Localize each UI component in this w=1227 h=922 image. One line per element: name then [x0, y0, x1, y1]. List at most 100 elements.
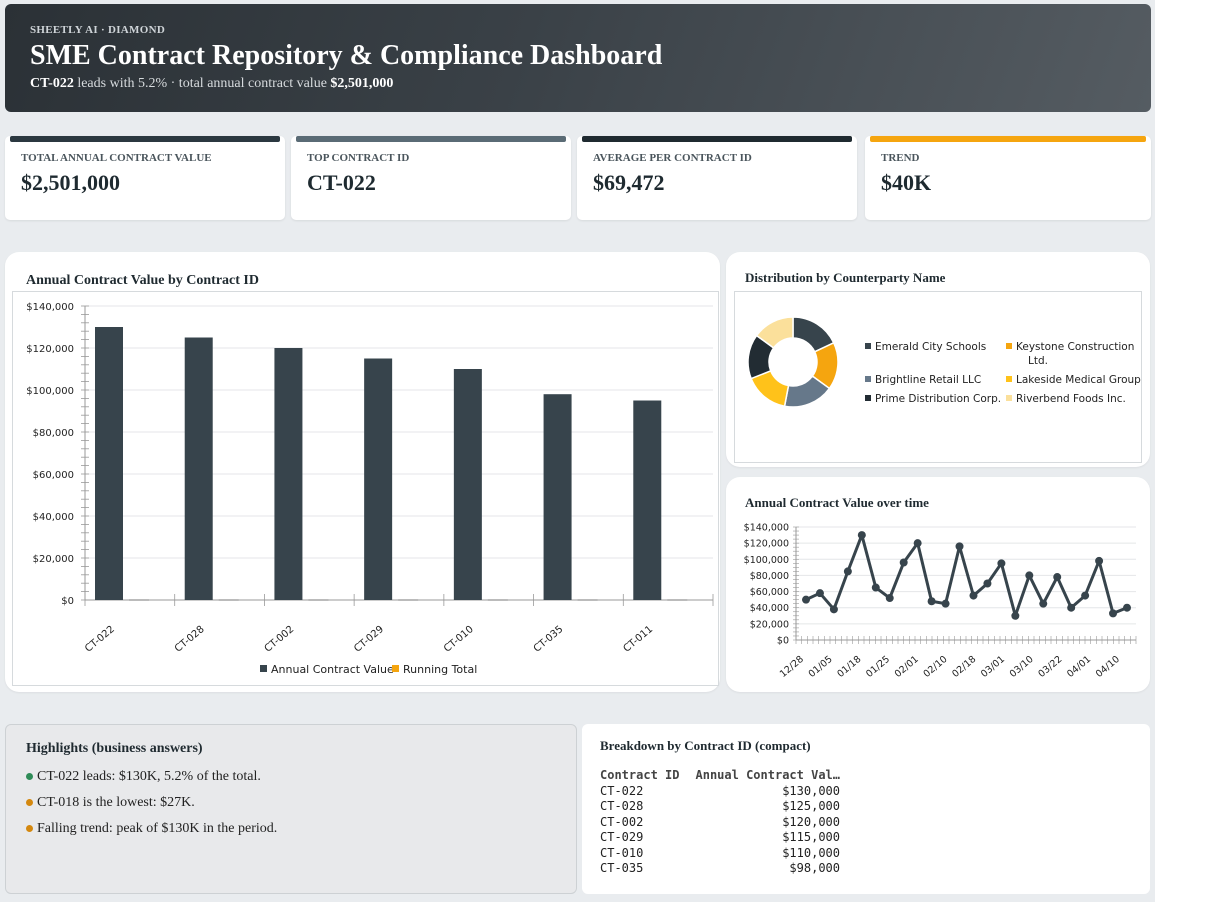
legend-label: Riverbend Foods Inc.: [1016, 393, 1126, 405]
kpi-label: TOP CONTRACT ID: [307, 152, 410, 164]
y-tick-label: $20,000: [33, 554, 74, 565]
highlight-text: CT-022 leads: $130K, 5.2% of the total.: [37, 769, 261, 784]
bullet-dot-icon: [26, 799, 33, 807]
table-cell: CT-029: [600, 830, 644, 844]
bar-chart-svg: $0 $20,000 $40,000 $60,000 $80,000 $100,000 $1…: [26, 302, 714, 676]
table-cell: CT-002: [600, 814, 644, 829]
table-row: CT-010 $110,000: [600, 846, 1132, 862]
legend-label: Running Total: [403, 663, 477, 676]
x-tick-label: CT-022: [83, 624, 117, 655]
bullet-dot-icon: [26, 825, 33, 833]
data-point: [815, 589, 824, 598]
table-header-cell: Annual Contract Val…: [695, 768, 841, 782]
kpi-label: TOTAL ANNUAL CONTRACT VALUE: [21, 152, 212, 164]
y-tick-label: $140,000: [26, 302, 74, 313]
x-tick-label: CT-035: [532, 624, 566, 655]
bar: [633, 400, 662, 600]
kpi-accent-bar: [296, 136, 566, 142]
legend-swatch: [260, 665, 267, 672]
x-tick-label: 12/28: [778, 654, 806, 680]
highlights-panel: Highlights (business answers) CT-022 lea…: [5, 724, 577, 894]
bar: [184, 337, 213, 600]
legend-label: Lakeside Medical Group: [1016, 374, 1141, 386]
legend-label: Annual Contract Value: [271, 663, 394, 676]
breakdown-table: Contract ID Annual Contract Val… CT-022 $…: [600, 768, 1132, 877]
x-tick-label: 03/01: [979, 654, 1007, 680]
donut-chart-title: Distribution by Counterparty Name: [745, 270, 946, 285]
highlight-item: Falling trend: peak of $130K in the peri…: [26, 821, 556, 837]
donut-chart-svg: Emerald City Schools Keystone Constructio…: [747, 316, 1141, 408]
line-chart-title: Annual Contract Value over time: [745, 495, 929, 510]
legend-swatch: [1006, 395, 1012, 401]
table-cell: $120,000: [782, 814, 840, 829]
bar-chart-card: Annual Contract Value by Contract ID $0 $…: [5, 252, 720, 692]
kpi-value: $40K: [881, 170, 932, 195]
table-cell: CT-028: [600, 799, 644, 813]
y-tick-label: $0: [61, 596, 74, 607]
kpi-card-trend: TREND $40K: [865, 136, 1151, 220]
data-point: [927, 597, 936, 606]
x-tick-label: 04/10: [1094, 654, 1122, 680]
kpi-card-total: TOTAL ANNUAL CONTRACT VALUE $2,501,000: [5, 136, 285, 220]
highlight-text: Falling trend: peak of $130K in the peri…: [37, 821, 278, 836]
bar-chart-title: Annual Contract Value by Contract ID: [26, 273, 259, 288]
x-tick-label: 01/25: [864, 654, 892, 680]
legend-swatch: [865, 343, 871, 349]
bar: [543, 394, 572, 600]
data-point: [829, 605, 838, 614]
data-point: [1081, 591, 1090, 600]
table-cell: $130,000: [782, 783, 840, 798]
kpi-accent-bar: [582, 136, 852, 142]
x-tick-label: 03/10: [1008, 654, 1036, 680]
data-point: [955, 542, 964, 551]
table-cell: CT-010: [600, 845, 644, 860]
kpi-accent-bar: [870, 136, 1146, 142]
table-cell: CT-035: [600, 861, 644, 875]
subtitle-lead: CT-022: [30, 76, 74, 91]
legend-swatch: [1006, 343, 1012, 349]
legend-label: Keystone Construction Ltd.: [1016, 341, 1134, 367]
data-point: [997, 559, 1006, 568]
legend-swatch: [392, 665, 399, 672]
data-point: [871, 583, 880, 592]
data-point: [1053, 573, 1062, 582]
kpi-label: TREND: [881, 152, 920, 164]
kpi-value: $2,501,000: [21, 170, 120, 195]
data-point: [1123, 603, 1131, 612]
breakdown-panel: Breakdown by Contract ID (compact) Contr…: [582, 724, 1150, 894]
y-tick-label: $20,000: [750, 619, 789, 630]
legend-label: Brightline Retail LLC: [875, 374, 981, 386]
highlight-item: CT-018 is the lowest: $27K.: [26, 795, 556, 811]
breakdown-title: Breakdown by Contract ID (compact): [600, 738, 811, 753]
data-point: [1039, 599, 1048, 608]
data-point: [1011, 611, 1020, 620]
data-point: [969, 591, 978, 600]
data-point: [857, 531, 866, 540]
page-subtitle: CT-022 leads with 5.2% · total annual co…: [30, 76, 1126, 92]
x-tick-label: 04/01: [1065, 654, 1093, 680]
table-header-cell: Contract ID: [600, 768, 680, 782]
table-cell: CT-022: [600, 783, 644, 798]
table-row: CT-035 $98,000: [600, 861, 1132, 877]
table-row: CT-022 $130,000: [600, 784, 1132, 800]
x-tick-label: CT-028: [173, 624, 207, 655]
y-tick-label: $120,000: [26, 344, 74, 355]
bar: [453, 369, 482, 600]
data-point: [843, 567, 852, 576]
data-point: [983, 579, 992, 588]
table-row: CT-002 $120,000: [600, 815, 1132, 831]
x-tick-label: 03/22: [1036, 654, 1064, 680]
data-point: [899, 558, 908, 567]
table-row: CT-029 $115,000: [600, 830, 1132, 846]
donut-chart-card: Distribution by Counterparty Name Emeral…: [726, 252, 1150, 467]
y-tick-label: $100,000: [744, 555, 789, 566]
highlight-text: CT-018 is the lowest: $27K.: [37, 795, 195, 810]
data-point: [1109, 609, 1118, 618]
kpi-value: CT-022: [307, 170, 376, 195]
table-cell: $115,000: [782, 830, 840, 844]
legend-label-line: Ltd.: [1028, 355, 1048, 367]
x-tick-label: 01/05: [807, 654, 835, 680]
kpi-card-top: TOP CONTRACT ID CT-022: [291, 136, 571, 220]
legend-swatch: [1006, 376, 1012, 382]
bar-chart-frame: $0 $20,000 $40,000 $60,000 $80,000 $100,000 $1…: [12, 291, 719, 686]
